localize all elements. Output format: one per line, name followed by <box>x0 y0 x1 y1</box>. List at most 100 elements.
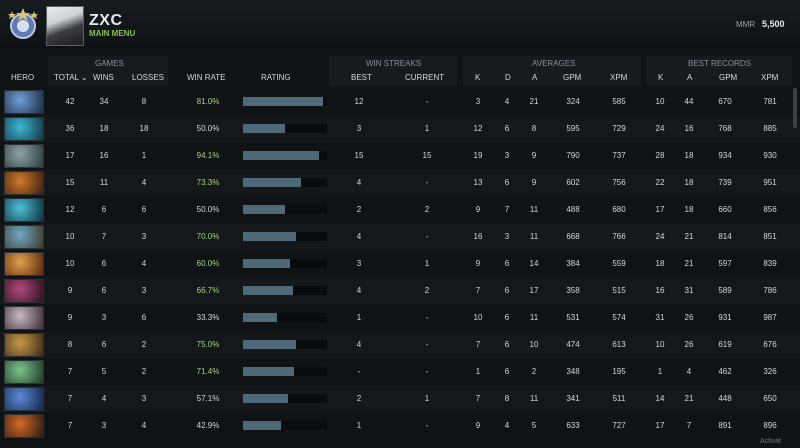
table-row[interactable]: 42 34 8 81.0% 12-3 4 21 324 585 10 44 670 781 <box>0 89 800 115</box>
rating-bar-fill <box>243 394 288 403</box>
table-row[interactable]: 7 5 2 71.4% - - 1 6 2 348 195 1 4 462 326 <box>0 359 800 385</box>
cell-bgpm: 931 <box>718 313 732 322</box>
hero-portrait-icon[interactable] <box>4 198 44 222</box>
cell-wins: 4 <box>101 394 107 403</box>
table-row[interactable]: 10 6 4 60.0% 3 1 9 6 14 384 559 18 21 597 839 <box>0 251 800 277</box>
col-win-rate[interactable]: WIN RATE <box>187 73 226 82</box>
table-row[interactable]: 7 3 4 42.9% 1 - 9 4 5 633 727 17 7 891 896 <box>0 413 800 439</box>
cell-d: 6 <box>504 124 510 133</box>
cell-best: 15 <box>354 151 364 160</box>
cell-total: 42 <box>65 97 75 106</box>
col-best-k[interactable]: K <box>658 73 664 82</box>
hero-portrait-icon[interactable] <box>4 171 44 195</box>
cell-losses: 6 <box>141 313 147 322</box>
cell-xpm: 511 <box>612 394 626 403</box>
hero-portrait-icon[interactable] <box>4 90 44 114</box>
cell-a: 14 <box>529 259 539 268</box>
col-best-xpm[interactable]: XPM <box>761 73 779 82</box>
table-row[interactable]: 10 7 3 70.0% 4 - 16 3 11 668 766 24 21 814 851 <box>0 224 800 250</box>
cell-k: 12 <box>473 124 483 133</box>
cell-total: 7 <box>67 367 73 376</box>
cell-bk: 16 <box>655 286 665 295</box>
hero-portrait-icon[interactable] <box>4 117 44 141</box>
cell-a: 11 <box>529 232 539 241</box>
table-row[interactable]: 9 3 6 33.3% 1 - 10 6 11 531 574 31 26 931 987 <box>0 305 800 331</box>
cell-losses: 8 <box>141 97 147 106</box>
col-losses[interactable]: LOSSES <box>132 73 165 82</box>
cell-wr: 71.4% <box>196 367 220 376</box>
table-row[interactable]: 12 6 6 50.0% 2 2 9 7 11 488 680 17 18 660 856 <box>0 197 800 223</box>
hero-portrait-icon[interactable] <box>4 387 44 411</box>
cell-ba: 18 <box>684 178 694 187</box>
cell-wins: 3 <box>101 421 107 430</box>
col-hero[interactable]: HERO <box>11 73 35 82</box>
rating-bar <box>243 178 327 187</box>
rating-bar-fill <box>243 151 319 160</box>
cell-k: 7 <box>475 286 481 295</box>
table-row[interactable]: 8 6 2 75.0% 4 - 7 6 10 474 613 10 26 619 676 <box>0 332 800 358</box>
col-total[interactable]: TOTAL ⌄ <box>54 73 88 82</box>
hero-portrait-icon[interactable] <box>4 360 44 384</box>
col-avg-a[interactable]: A <box>532 73 538 82</box>
cell-losses: 3 <box>141 232 147 241</box>
col-avg-d[interactable]: D <box>505 73 511 82</box>
col-avg-k[interactable]: K <box>475 73 481 82</box>
cell-cur: 15 <box>422 151 432 160</box>
cell-best: 3 <box>356 124 362 133</box>
table-row[interactable]: 36 18 18 50.0% 3 1 12 6 8 595 729 24 16 768 885 <box>0 116 800 142</box>
hero-portrait-icon[interactable] <box>4 252 44 276</box>
col-best-gpm[interactable]: GPM <box>719 73 738 82</box>
col-avg-xpm[interactable]: XPM <box>610 73 628 82</box>
group-games: GAMES <box>95 59 124 68</box>
cell-total: 7 <box>67 394 73 403</box>
cell-wr: 73.3% <box>196 178 220 187</box>
col-wins[interactable]: WINS <box>93 73 114 82</box>
col-rating[interactable]: RATING <box>261 73 291 82</box>
cell-ba: 7 <box>686 421 692 430</box>
hero-portrait-icon[interactable] <box>4 225 44 249</box>
cell-gpm: 358 <box>566 286 580 295</box>
scrollbar[interactable] <box>793 88 797 128</box>
cell-losses: 3 <box>141 286 147 295</box>
top-bar: ZXC MAIN MENU MMR 5,500 <box>0 0 800 50</box>
rating-bar-fill <box>243 124 285 133</box>
cell-cur: - <box>425 367 429 376</box>
col-avg-gpm[interactable]: GPM <box>563 73 582 82</box>
cell-wins: 16 <box>99 151 109 160</box>
cell-d: 6 <box>504 313 510 322</box>
cell-ba: 18 <box>684 205 694 214</box>
cell-gpm: 531 <box>566 313 580 322</box>
main-menu-link[interactable]: MAIN MENU <box>89 29 136 38</box>
cell-wins: 5 <box>101 367 107 376</box>
col-best-streak[interactable]: BEST <box>351 73 372 82</box>
table-row[interactable]: 15 11 4 73.3% 4 - 13 6 9 602 756 22 18 739 951 <box>0 170 800 196</box>
cell-xpm: 574 <box>612 313 626 322</box>
games-panel <box>48 56 168 86</box>
avatar[interactable] <box>46 6 84 46</box>
cell-wr: 50.0% <box>196 205 220 214</box>
cell-losses: 2 <box>141 340 147 349</box>
cell-gpm: 602 <box>566 178 580 187</box>
footer-text: Activat <box>760 438 782 445</box>
cell-a: 11 <box>529 205 539 214</box>
table-row[interactable]: 7 4 3 57.1% 2 1 7 8 11 341 511 14 21 448 650 <box>0 386 800 412</box>
win-streaks-panel <box>329 56 457 86</box>
cell-bxpm: 650 <box>763 394 777 403</box>
cell-best: 1 <box>356 313 362 322</box>
cell-bgpm: 739 <box>718 178 732 187</box>
table-row[interactable]: 9 6 3 66.7% 4 2 7 6 17 358 515 16 31 589 786 <box>0 278 800 304</box>
hero-portrait-icon[interactable] <box>4 414 44 438</box>
col-best-a[interactable]: A <box>687 73 693 82</box>
cell-cur: 2 <box>424 286 430 295</box>
hero-portrait-icon[interactable] <box>4 279 44 303</box>
hero-portrait-icon[interactable] <box>4 144 44 168</box>
hero-portrait-icon[interactable] <box>4 306 44 330</box>
hero-portrait-icon[interactable] <box>4 333 44 357</box>
table-row[interactable]: 17 16 1 94.1% 15 15 19 3 9 790 737 28 18 934 930 <box>0 143 800 169</box>
cell-losses: 1 <box>141 151 147 160</box>
group-win-streaks: WIN STREAKS <box>366 59 422 68</box>
cell-gpm: 324 <box>566 97 580 106</box>
cell-wins: 7 <box>101 232 107 241</box>
cell-d: 7 <box>504 205 510 214</box>
col-current-streak[interactable]: CURRENT <box>405 73 445 82</box>
